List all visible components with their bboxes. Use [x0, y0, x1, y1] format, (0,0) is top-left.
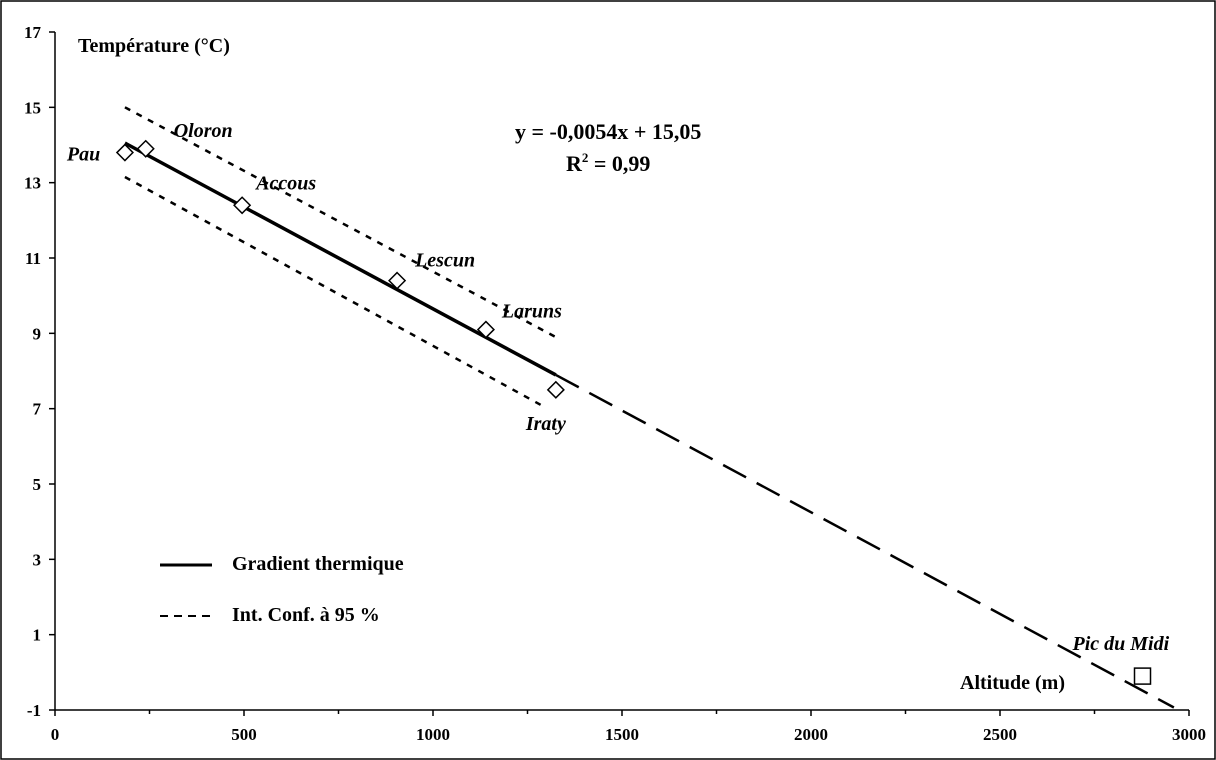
- data-markers: [115, 139, 1152, 685]
- regression-line: [124, 141, 557, 377]
- data-point-iraty: [546, 380, 565, 399]
- x-tick-label: 2000: [794, 725, 828, 744]
- y-tick-label: 15: [24, 98, 41, 117]
- data-point-oloron: [136, 139, 155, 158]
- x-tick-label: 0: [51, 725, 60, 744]
- station-label: Pic du Midi: [1072, 633, 1170, 655]
- data-point-pic-du-midi: [1133, 667, 1152, 685]
- data-point-lescun: [388, 271, 407, 290]
- y-tick-label: -1: [27, 701, 41, 720]
- station-label: Accous: [254, 172, 316, 194]
- station-label: Pau: [66, 144, 100, 166]
- y-axis-label: Température (°C): [78, 35, 230, 57]
- legend-label-gradient: Gradient thermique: [232, 553, 404, 575]
- y-tick-label: 7: [33, 400, 42, 419]
- x-tick-label: 500: [231, 725, 257, 744]
- station-label: Laruns: [501, 301, 562, 323]
- y-tick-label: 1: [33, 626, 42, 645]
- data-point-pau: [115, 143, 134, 162]
- annotations: Pau Oloron Accous Lescun Laruns Iraty Pic du M…: [66, 120, 1170, 655]
- x-axis-label: Altitude (m): [960, 672, 1065, 694]
- station-label: Oloron: [174, 120, 233, 142]
- r-squared: R2 = 0,99: [566, 150, 650, 176]
- legend: Gradient thermique Int. Conf. à 95 %: [160, 553, 404, 626]
- x-tick-label: 1000: [416, 725, 450, 744]
- y-tick-label: 11: [25, 249, 41, 268]
- confidence-upper: [124, 106, 557, 339]
- legend-label-confidence: Int. Conf. à 95 %: [232, 604, 380, 626]
- x-tick-label: 2500: [983, 725, 1017, 744]
- station-label: Iraty: [525, 413, 566, 435]
- x-tick-label: 1500: [605, 725, 639, 744]
- y-tick-label: 5: [33, 475, 42, 494]
- y-tick-label: 9: [33, 324, 42, 343]
- y-tick-label: 13: [24, 174, 41, 193]
- confidence-lower: [124, 175, 542, 406]
- regression-extrapolation: [555, 373, 1175, 709]
- station-label: Lescun: [414, 250, 475, 272]
- data-point-laruns: [476, 320, 495, 339]
- y-tick-label: 17: [24, 23, 42, 42]
- y-tick-label: 3: [33, 550, 42, 569]
- x-tick-label: 3000: [1172, 725, 1206, 744]
- regression-equation: y = -0,0054x + 15,05: [515, 119, 701, 144]
- data-point-accous: [233, 196, 252, 215]
